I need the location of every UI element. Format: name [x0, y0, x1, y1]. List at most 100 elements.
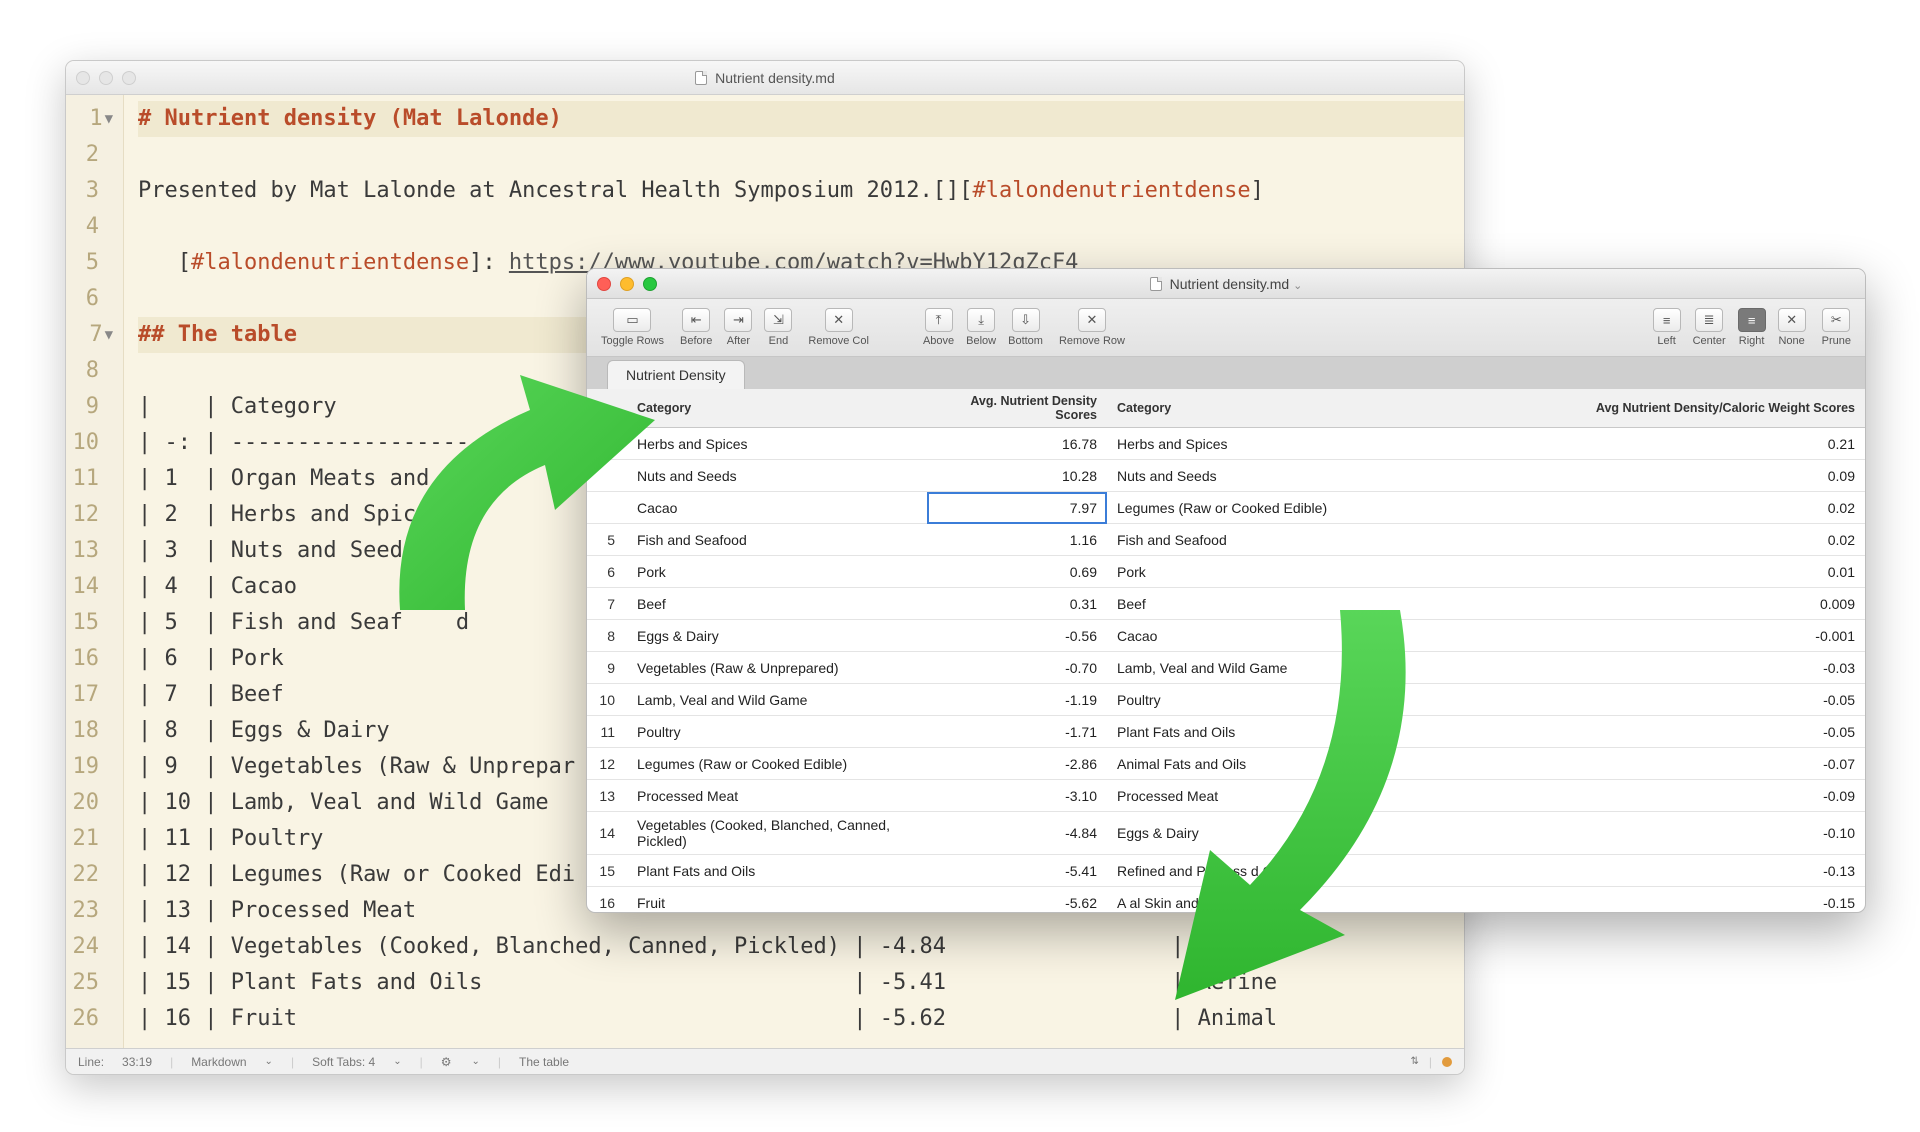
prune-button[interactable]: ✂Prune [1818, 308, 1855, 347]
status-breadcrumb[interactable]: The table [519, 1055, 569, 1069]
cell-category2[interactable]: Animal Fats and Oils [1107, 748, 1407, 780]
row-bottom-button[interactable]: ⇩Bottom [1004, 308, 1047, 347]
cell-category2[interactable]: Cacao [1107, 620, 1407, 652]
cell-category1[interactable]: Pork [627, 556, 927, 588]
cell-index[interactable]: 13 [587, 780, 627, 812]
cell-score1[interactable]: 1.16 [927, 524, 1107, 556]
cell-score1[interactable]: -0.70 [927, 652, 1107, 684]
status-tabs[interactable]: Soft Tabs: 4 [312, 1055, 375, 1069]
col-after-button[interactable]: ⇥After [720, 308, 756, 347]
cell-index[interactable]: 9 [587, 652, 627, 684]
cell-score2[interactable]: -0.03 [1407, 652, 1865, 684]
cell-category2[interactable]: Pork [1107, 556, 1407, 588]
cell-score1[interactable]: 0.31 [927, 588, 1107, 620]
updown-icon[interactable]: ⇅ [1410, 1056, 1418, 1067]
cell-category1[interactable]: Fruit [627, 887, 927, 913]
cell-category1[interactable]: Vegetables (Cooked, Blanched, Canned, Pi… [627, 812, 927, 855]
cell-score2[interactable]: 0.02 [1407, 492, 1865, 524]
cell-index[interactable]: 5 [587, 524, 627, 556]
cell-category1[interactable]: Lamb, Veal and Wild Game [627, 684, 927, 716]
cell-score1[interactable]: 10.28 [927, 460, 1107, 492]
cell-index[interactable]: 6 [587, 556, 627, 588]
cell-category1[interactable]: Nuts and Seeds [627, 460, 927, 492]
toggle-rows-button[interactable]: ▭Toggle Rows [597, 308, 668, 347]
cell-score2[interactable]: -0.09 [1407, 780, 1865, 812]
cell-score2[interactable]: -0.07 [1407, 748, 1865, 780]
col-category2[interactable]: Category [1107, 389, 1407, 428]
cell-category2[interactable]: Eggs & Dairy [1107, 812, 1407, 855]
cell-score2[interactable]: 0.01 [1407, 556, 1865, 588]
cell-index[interactable]: 14 [587, 812, 627, 855]
align-center-button[interactable]: ≣Center [1689, 308, 1730, 347]
table-row[interactable]: 5Fish and Seafood1.16Fish and Seafood0.0… [587, 524, 1865, 556]
cell-category2[interactable]: Plant Fats and Oils [1107, 716, 1407, 748]
col-score1[interactable]: Avg. Nutrient Density Scores [927, 389, 1107, 428]
table-row[interactable]: 8Eggs & Dairy-0.56Cacao-0.001 [587, 620, 1865, 652]
cell-category2[interactable]: Processed Meat [1107, 780, 1407, 812]
cell-score2[interactable]: -0.10 [1407, 812, 1865, 855]
cell-category1[interactable]: Plant Fats and Oils [627, 855, 927, 887]
cell-index[interactable]: 16 [587, 887, 627, 913]
cell-score1[interactable]: -5.62 [927, 887, 1107, 913]
table-row[interactable]: 16Fruit-5.62A al Skin and-0.15 [587, 887, 1865, 913]
cell-category2[interactable]: Lamb, Veal and Wild Game [1107, 652, 1407, 684]
cell-category2[interactable]: Nuts and Seeds [1107, 460, 1407, 492]
cell-index[interactable] [587, 492, 627, 524]
table-row[interactable]: 12Legumes (Raw or Cooked Edible)-2.86Ani… [587, 748, 1865, 780]
table-row[interactable]: 6Pork0.69Pork0.01 [587, 556, 1865, 588]
align-none-button[interactable]: ✕None [1774, 308, 1810, 347]
cell-score2[interactable]: -0.13 [1407, 855, 1865, 887]
cell-score1[interactable]: -1.71 [927, 716, 1107, 748]
table-row[interactable]: 11Poultry-1.71Plant Fats and Oils-0.05 [587, 716, 1865, 748]
cell-score1[interactable]: -0.56 [927, 620, 1107, 652]
cell-score2[interactable]: -0.05 [1407, 684, 1865, 716]
table-row[interactable]: 15Plant Fats and Oils-5.41Refined and Pr… [587, 855, 1865, 887]
cell-score1[interactable]: -5.41 [927, 855, 1107, 887]
status-lang[interactable]: Markdown [191, 1055, 246, 1069]
cell-score1[interactable]: -1.19 [927, 684, 1107, 716]
cell-category2[interactable]: Refined and Process d Oils [1107, 855, 1407, 887]
cell-category2[interactable]: Legumes (Raw or Cooked Edible) [1107, 492, 1407, 524]
cell-category2[interactable]: Beef [1107, 588, 1407, 620]
cell-score2[interactable]: 0.02 [1407, 524, 1865, 556]
table-row[interactable]: 9Vegetables (Raw & Unprepared)-0.70Lamb,… [587, 652, 1865, 684]
cell-index[interactable]: 10 [587, 684, 627, 716]
cell-index[interactable]: 15 [587, 855, 627, 887]
cell-category1[interactable]: Beef [627, 588, 927, 620]
cell-category1[interactable]: Processed Meat [627, 780, 927, 812]
table-row[interactable]: 7Beef0.31Beef0.009 [587, 588, 1865, 620]
cell-category2[interactable]: Poultry [1107, 684, 1407, 716]
col-end-button[interactable]: ⇲End [760, 308, 796, 347]
cell-category1[interactable]: Legumes (Raw or Cooked Edible) [627, 748, 927, 780]
cell-category1[interactable]: Cacao [627, 492, 927, 524]
cell-score2[interactable]: -0.001 [1407, 620, 1865, 652]
cell-score2[interactable]: 0.009 [1407, 588, 1865, 620]
cell-score1[interactable]: 0.69 [927, 556, 1107, 588]
remove-row-button[interactable]: ✕Remove Row [1055, 308, 1129, 347]
row-above-button[interactable]: ⤒Above [919, 308, 958, 347]
cell-category1[interactable]: Vegetables (Raw & Unprepared) [627, 652, 927, 684]
cell-category1[interactable]: Eggs & Dairy [627, 620, 927, 652]
table-row[interactable]: 10Lamb, Veal and Wild Game-1.19Poultry-0… [587, 684, 1865, 716]
cell-category2[interactable]: Fish and Seafood [1107, 524, 1407, 556]
cell-score1[interactable]: 7.97 [927, 492, 1107, 524]
cell-index[interactable]: 7 [587, 588, 627, 620]
cell-score1[interactable]: -3.10 [927, 780, 1107, 812]
col-score2[interactable]: Avg Nutrient Density/Caloric Weight Scor… [1407, 389, 1865, 428]
gear-icon[interactable] [441, 1055, 454, 1069]
cell-score2[interactable]: 0.21 [1407, 428, 1865, 460]
cell-index[interactable]: 12 [587, 748, 627, 780]
cell-category1[interactable]: Poultry [627, 716, 927, 748]
cell-score2[interactable]: 0.09 [1407, 460, 1865, 492]
align-left-button[interactable]: ≡Left [1649, 308, 1685, 347]
table-row[interactable]: Nuts and Seeds10.28Nuts and Seeds0.09 [587, 460, 1865, 492]
remove-col-button[interactable]: ✕Remove Col [804, 308, 873, 347]
row-below-button[interactable]: ⤓Below [962, 308, 1000, 347]
cell-score2[interactable]: -0.15 [1407, 887, 1865, 913]
align-right-button[interactable]: ≡Right [1734, 308, 1770, 347]
cell-score1[interactable]: 16.78 [927, 428, 1107, 460]
table-row[interactable]: 14Vegetables (Cooked, Blanched, Canned, … [587, 812, 1865, 855]
col-before-button[interactable]: ⇤Before [676, 308, 716, 347]
table-row[interactable]: 2Herbs and Spices16.78Herbs and Spices0.… [587, 428, 1865, 460]
cell-score1[interactable]: -4.84 [927, 812, 1107, 855]
